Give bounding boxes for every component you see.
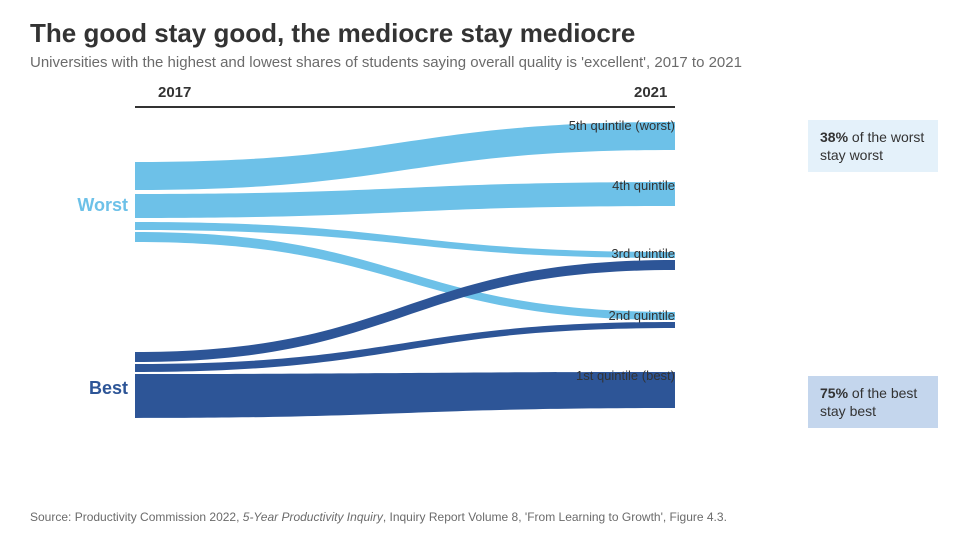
quintile-3-label: 3rd quintile	[545, 246, 675, 261]
quintile-1-label: 1st quintile (best)	[545, 368, 675, 383]
callout-best-pct: 75%	[820, 385, 848, 401]
quintile-4-label: 4th quintile	[545, 178, 675, 193]
source-suffix: , Inquiry Report Volume 8, 'From Learnin…	[383, 510, 727, 524]
callout-best: 75% of the best stay best	[808, 376, 938, 428]
chart-title: The good stay good, the mediocre stay me…	[30, 18, 635, 49]
worst-side-label: Worst	[58, 195, 128, 216]
source-italic: 5-Year Productivity Inquiry	[243, 510, 383, 524]
best-side-label: Best	[58, 378, 128, 399]
callout-worst: 38% of the worst stay worst	[808, 120, 938, 172]
sankey-chart	[135, 112, 675, 472]
callout-worst-pct: 38%	[820, 129, 848, 145]
quintile-2-label: 2nd quintile	[545, 308, 675, 323]
flow-best-to-q2	[135, 322, 675, 372]
source-note: Source: Productivity Commission 2022, 5-…	[30, 510, 727, 524]
quintile-5-label: 5th quintile (worst)	[545, 118, 675, 133]
year-divider-line	[135, 106, 675, 108]
year-right-label: 2021	[634, 84, 667, 101]
year-left-label: 2017	[158, 84, 191, 101]
source-prefix: Source: Productivity Commission 2022,	[30, 510, 243, 524]
chart-subtitle: Universities with the highest and lowest…	[30, 54, 742, 71]
